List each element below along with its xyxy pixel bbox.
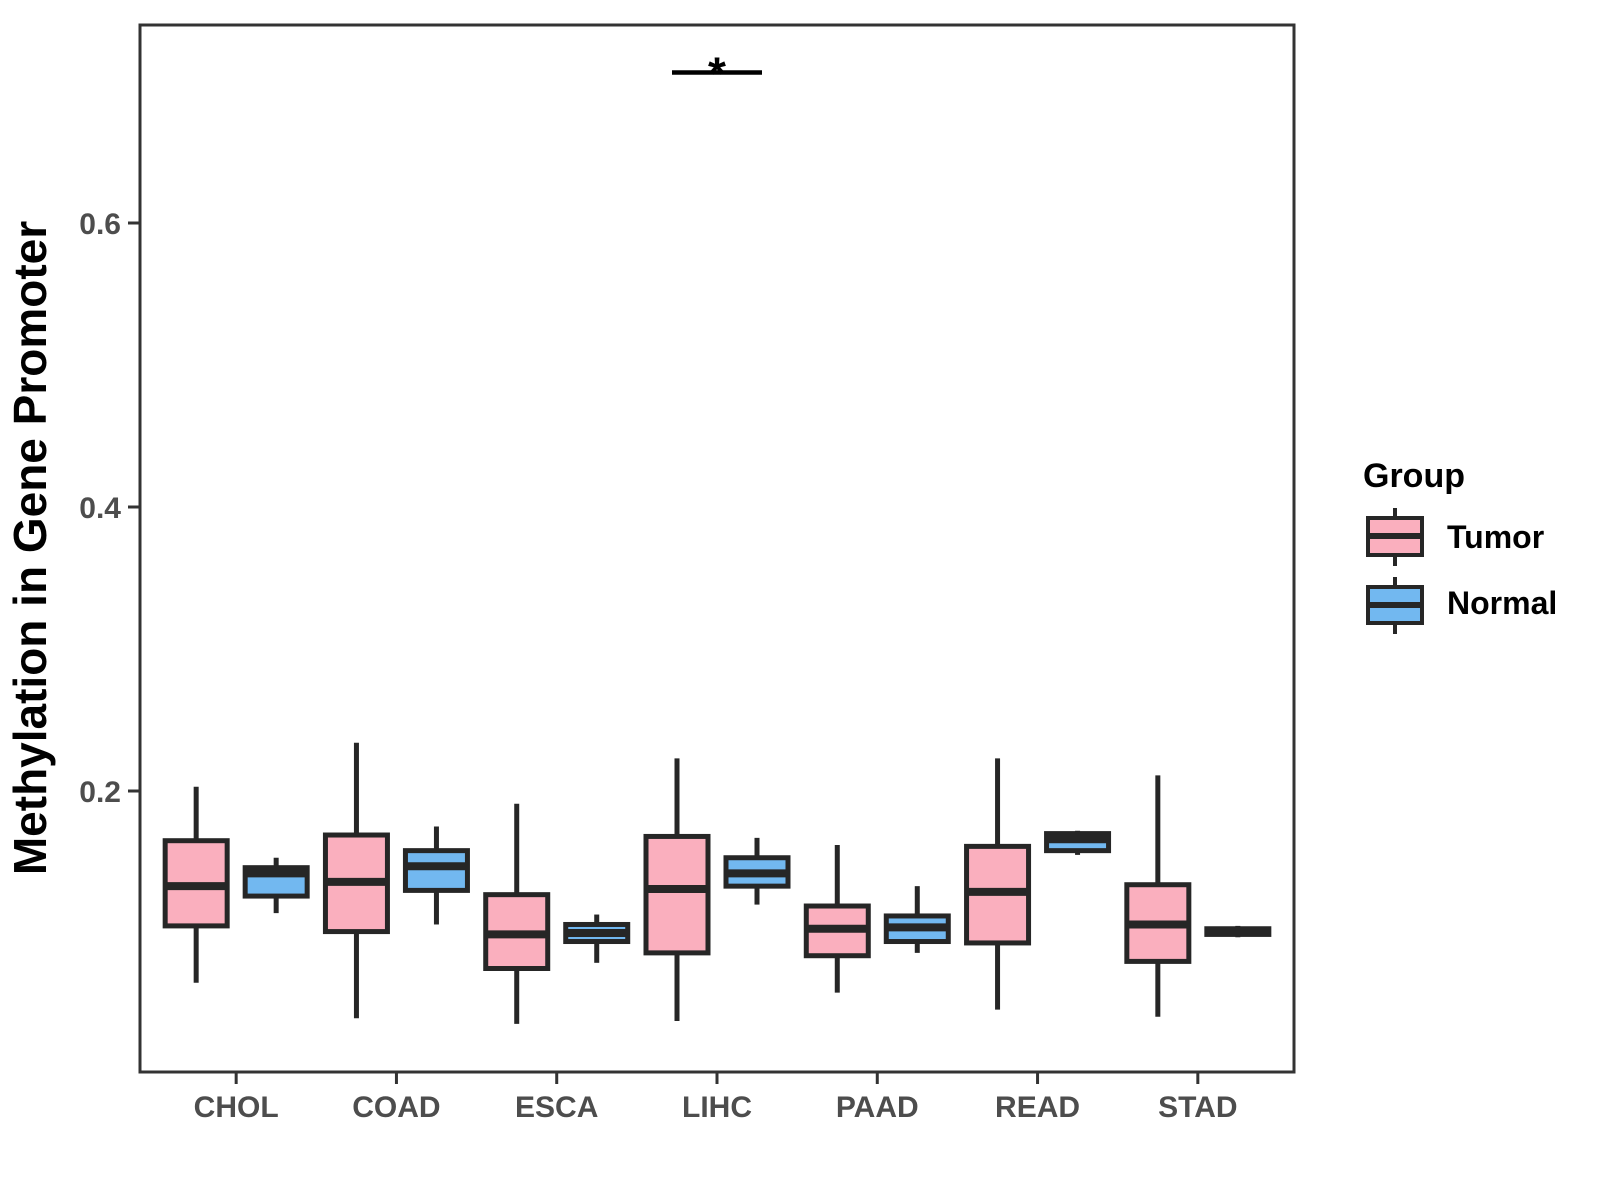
significance-star: *	[708, 47, 726, 99]
y-tick-label: 0.6	[79, 208, 121, 241]
legend-title: Group	[1363, 457, 1465, 495]
significance-annotation: *	[672, 47, 762, 99]
y-tick-label: 0.4	[79, 492, 121, 525]
boxplot-COAD-tumor	[322, 742, 390, 1019]
legend-key-tumor	[1366, 508, 1424, 566]
y-axis-title: Methylation in Gene Promoter	[4, 221, 56, 875]
boxplot-CHOL-tumor	[162, 786, 230, 983]
boxplot-LIHC-tumor	[643, 758, 711, 1022]
boxplot-LIHC-normal	[723, 837, 791, 905]
x-tick-label-ESCA: ESCA	[515, 1091, 598, 1124]
x-tick-label-READ: READ	[995, 1091, 1080, 1124]
legend-label-tumor: Tumor	[1447, 519, 1544, 555]
boxplot-ESCA-tumor	[483, 803, 551, 1024]
iqr-box	[402, 848, 470, 893]
boxplot-PAAD-tumor	[803, 844, 871, 993]
x-tick-label-STAD: STAD	[1158, 1091, 1237, 1124]
legend-key-normal	[1366, 577, 1424, 634]
legend: Group Tumor Normal	[1363, 457, 1557, 634]
boxplot-READ-normal	[1044, 830, 1112, 855]
x-tick-label-LIHC: LIHC	[682, 1091, 752, 1124]
boxplot-STAD-normal	[1204, 925, 1272, 938]
x-tick-label-COAD: COAD	[352, 1091, 440, 1124]
boxplot-series	[162, 742, 1272, 1024]
legend-label-normal: Normal	[1447, 585, 1557, 621]
boxplot-ESCA-normal	[563, 914, 631, 963]
boxplot-STAD-tumor	[1124, 775, 1192, 1017]
x-tick-label-PAAD: PAAD	[836, 1091, 919, 1124]
x-tick-label-CHOL: CHOL	[194, 1091, 279, 1124]
boxplot-COAD-normal	[402, 826, 470, 925]
boxplot-CHOL-normal	[242, 857, 310, 914]
y-axis-ticks: 0.2 0.4 0.6	[79, 208, 140, 809]
y-tick-label: 0.2	[79, 776, 121, 809]
boxplot-READ-tumor	[964, 758, 1032, 1010]
x-axis-ticks: CHOL COAD ESCA LIHC PAAD READ STAD	[194, 1072, 1238, 1124]
plot-panel	[138, 23, 1296, 1074]
boxplot-PAAD-normal	[883, 886, 951, 953]
iqr-box	[643, 833, 711, 956]
